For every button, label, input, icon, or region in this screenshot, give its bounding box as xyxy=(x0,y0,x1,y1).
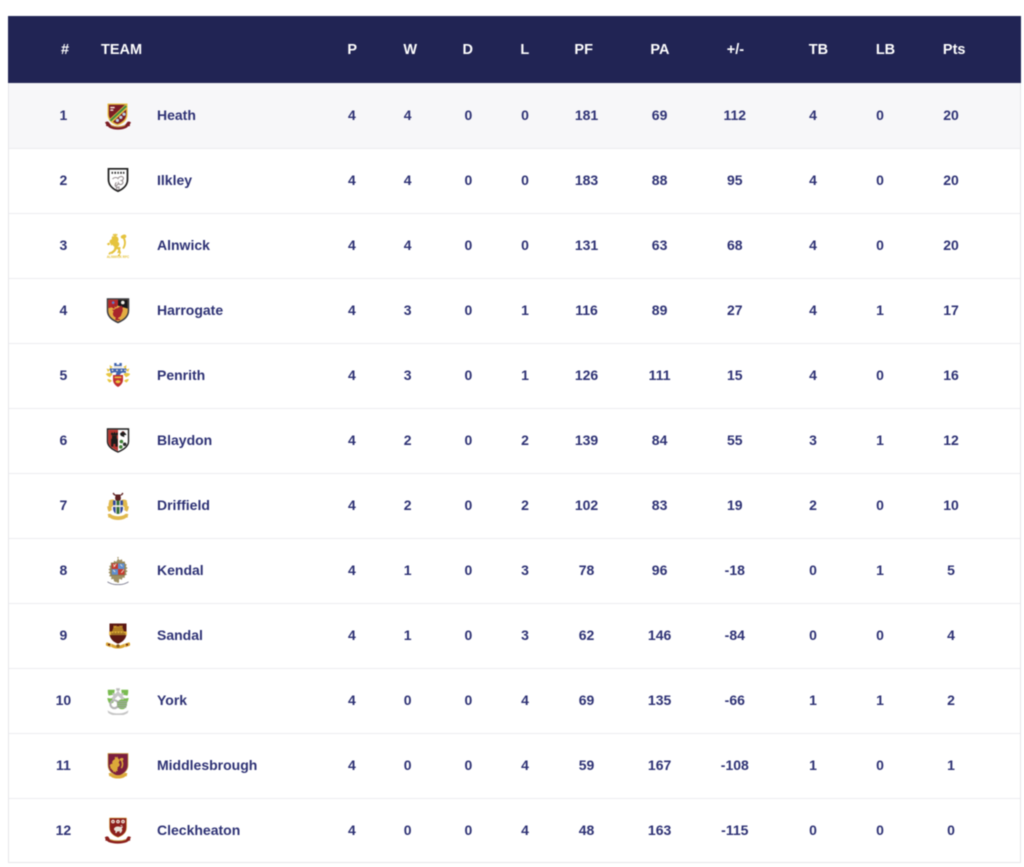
svg-text:ALNWICK RFC: ALNWICK RFC xyxy=(107,255,130,259)
